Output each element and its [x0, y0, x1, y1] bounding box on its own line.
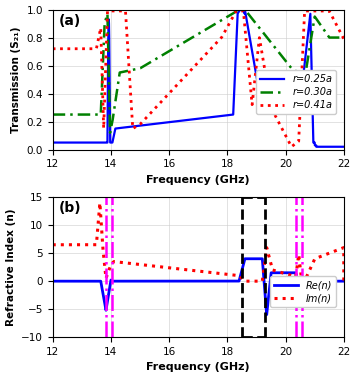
Line: r=0.30a: r=0.30a — [53, 9, 344, 133]
Im(n) — [236, 273, 240, 278]
Im(n) — [51, 243, 55, 247]
Re(n) — [342, 279, 346, 284]
r=0.30a — [108, 130, 112, 135]
Re(n) — [65, 279, 69, 284]
Text: (b): (b) — [58, 201, 81, 215]
r=0.30a — [223, 16, 227, 20]
r=0.25a — [223, 113, 227, 118]
r=0.41a — [65, 46, 69, 51]
Line: r=0.25a: r=0.25a — [53, 9, 344, 147]
Re(n) — [243, 257, 247, 261]
Im(n) — [65, 243, 69, 247]
Legend: Re(n), Im(n): Re(n), Im(n) — [270, 276, 336, 307]
r=0.25a — [51, 140, 55, 145]
Legend: r=0.25a, r=0.30a, r=0.41a: r=0.25a, r=0.30a, r=0.41a — [256, 70, 336, 114]
r=0.25a — [65, 140, 69, 145]
Re(n) — [223, 279, 227, 284]
r=0.30a — [282, 57, 286, 62]
Re(n) — [156, 279, 160, 284]
r=0.25a — [342, 144, 346, 149]
Im(n) — [342, 279, 346, 284]
r=0.41a — [282, 130, 286, 135]
r=0.30a — [237, 7, 241, 12]
Im(n) — [243, 279, 247, 284]
r=0.30a — [236, 8, 240, 13]
Y-axis label: Refractive Index (n): Refractive Index (n) — [6, 208, 16, 326]
Re(n) — [282, 271, 286, 275]
Line: Im(n): Im(n) — [53, 203, 344, 281]
r=0.30a — [266, 37, 271, 42]
Im(n) — [282, 271, 286, 276]
Re(n) — [266, 294, 271, 299]
r=0.41a — [236, 9, 240, 13]
r=0.25a — [239, 7, 243, 12]
r=0.41a — [289, 144, 294, 149]
r=0.41a — [266, 90, 271, 95]
r=0.25a — [266, 108, 271, 113]
r=0.25a — [282, 108, 286, 113]
Im(n) — [156, 264, 160, 269]
r=0.41a — [51, 46, 55, 51]
r=0.41a — [105, 9, 110, 13]
Line: r=0.41a: r=0.41a — [53, 11, 344, 147]
X-axis label: Frequency (GHz): Frequency (GHz) — [146, 175, 250, 185]
r=0.30a — [51, 112, 55, 117]
Im(n) — [266, 253, 271, 257]
r=0.25a — [236, 11, 240, 16]
Re(n) — [236, 279, 240, 284]
Re(n) — [265, 312, 269, 317]
Re(n) — [51, 279, 55, 284]
r=0.30a — [342, 35, 346, 40]
r=0.25a — [314, 144, 318, 149]
X-axis label: Frequency (GHz): Frequency (GHz) — [146, 363, 250, 372]
Y-axis label: Transmission (S₂₁): Transmission (S₂₁) — [11, 26, 21, 133]
r=0.25a — [156, 121, 160, 126]
r=0.41a — [223, 29, 227, 34]
Im(n) — [223, 272, 227, 276]
r=0.41a — [156, 103, 160, 107]
Text: (a): (a) — [58, 14, 81, 28]
Line: Re(n): Re(n) — [53, 259, 344, 314]
r=0.30a — [156, 56, 160, 60]
r=0.41a — [342, 37, 346, 41]
Im(n) — [98, 201, 102, 205]
r=0.30a — [65, 112, 69, 117]
